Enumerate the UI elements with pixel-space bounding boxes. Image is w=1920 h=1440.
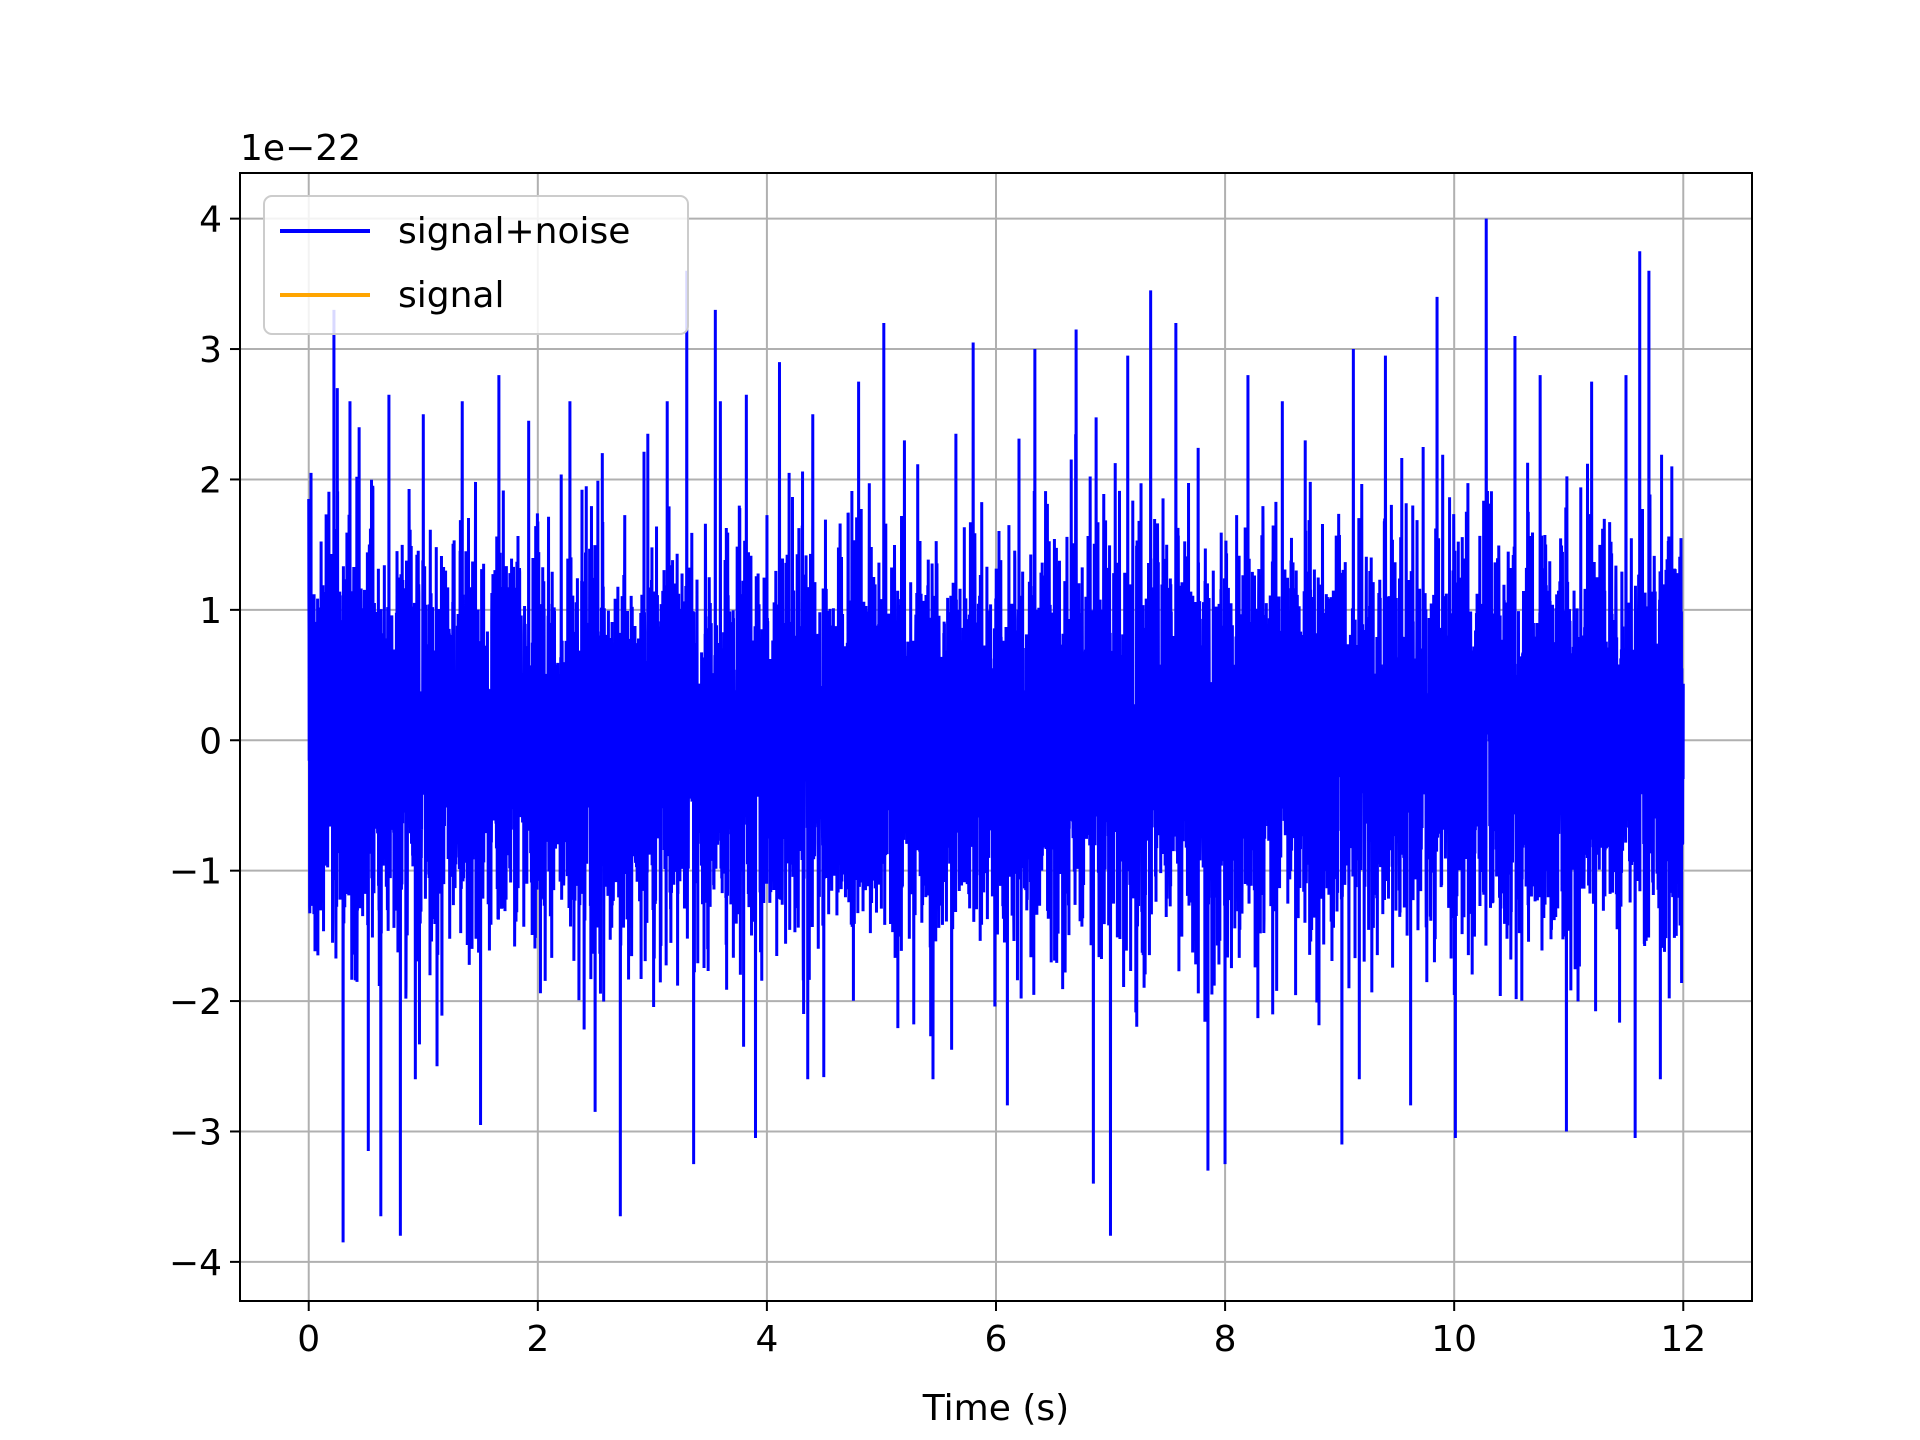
x-tick-label: 2 [526,1319,549,1360]
y-tick-label: −3 [169,1112,222,1153]
y-offset-text: 1e−22 [240,128,361,169]
series-line-signal-noise [307,218,1685,1243]
x-axis-label: Time (s) [922,1388,1069,1429]
x-tick-label: 10 [1431,1319,1477,1360]
y-axis: −4 −3 −2 −1 0 1 2 3 4 [169,200,240,1284]
legend-label-signal-noise: signal+noise [398,211,630,252]
x-tick-label: 4 [755,1319,778,1360]
x-tick-label: 0 [297,1319,320,1360]
series-layer [307,218,1685,1243]
x-axis: 0 2 4 6 8 10 12 [297,1301,1706,1360]
x-tick-label: 8 [1214,1319,1237,1360]
y-tick-label: −4 [169,1243,222,1284]
y-tick-label: 4 [199,200,222,241]
legend-label-signal: signal [398,275,505,316]
y-tick-label: 0 [199,721,222,762]
x-tick-label: 12 [1660,1319,1706,1360]
y-tick-label: 3 [199,330,222,371]
y-tick-label: −2 [169,982,222,1023]
y-tick-label: −1 [169,852,222,893]
legend: signal+noise signal [263,195,689,335]
y-tick-label: 1 [199,591,222,632]
y-tick-label: 2 [199,460,222,501]
x-tick-label: 6 [985,1319,1008,1360]
